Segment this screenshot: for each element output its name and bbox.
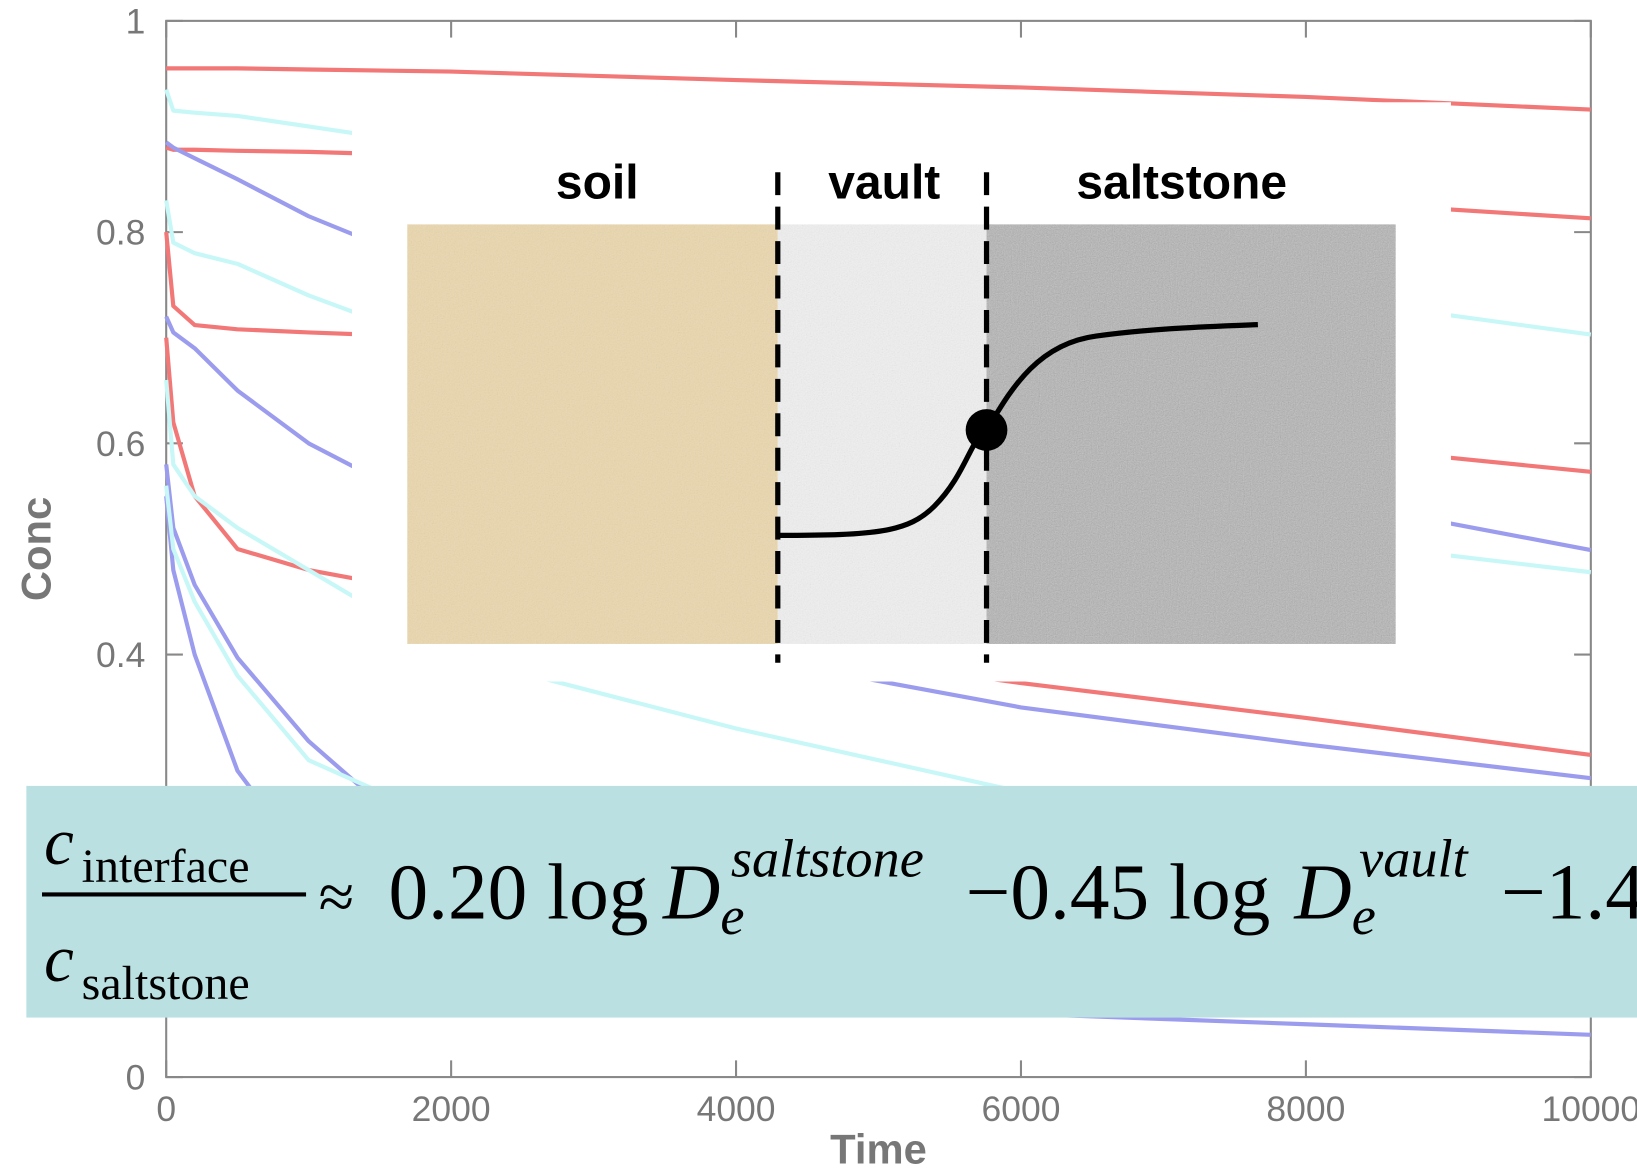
vault-texture [777,224,987,644]
formula-operator: ≈ [319,860,355,932]
inset-diagram: soil vault saltstone [351,102,1451,682]
y-tick-label: 0.4 [96,635,145,675]
series-line [166,66,1591,112]
saltstone-texture [986,224,1396,644]
x-tick-label: 4000 [697,1089,776,1129]
soil-texture [407,224,778,644]
formula-symbol: D [662,848,720,936]
y-tick-label: 1 [126,1,146,41]
formula: c interface c saltstone ≈ 0.20 log D e s… [26,785,1637,1018]
x-tick-label: 8000 [1266,1089,1345,1129]
formula-superscript: vault [1359,829,1469,889]
formula-subscript: saltstone [82,957,250,1010]
interface-point [965,409,1008,451]
formula-tail: −1.4 [1501,848,1637,936]
y-tick-label: 0 [126,1058,146,1098]
formula-superscript: saltstone [731,829,924,889]
formula-symbol: c [44,922,74,996]
x-tick-label: 6000 [982,1089,1061,1129]
x-tick-label: 10000 [1541,1089,1637,1129]
y-tick-label: 0.6 [96,424,145,464]
y-tick-label: 0.8 [96,213,145,253]
formula-subscript: e [1352,886,1376,946]
inset-label: saltstone [1076,156,1287,209]
formula-subscript: interface [82,840,250,893]
formula-coefficient: −0.45 log [966,848,1271,936]
inset-label: soil [556,156,639,209]
y-axis-label: Conc [12,497,59,601]
inset-label: vault [828,156,940,209]
x-axis-label: Time [830,1126,927,1171]
formula-box [26,785,1637,1018]
formula-subscript: e [720,886,744,946]
formula-coefficient: 0.20 log [389,848,649,936]
formula-symbol: D [1293,848,1351,936]
formula-symbol: c [44,805,74,879]
x-tick-label: 0 [156,1089,176,1129]
x-tick-label: 2000 [412,1089,491,1129]
